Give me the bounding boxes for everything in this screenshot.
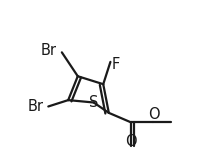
Text: S: S	[89, 94, 98, 110]
Text: O: O	[125, 134, 137, 150]
Text: F: F	[111, 57, 119, 72]
Text: Br: Br	[27, 99, 43, 114]
Text: O: O	[148, 107, 159, 122]
Text: Br: Br	[40, 43, 56, 58]
